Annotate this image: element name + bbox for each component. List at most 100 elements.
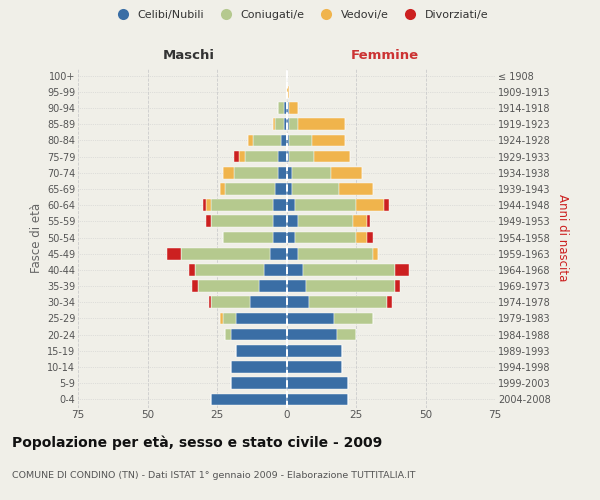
Bar [367, 232, 373, 243]
Bar [220, 312, 223, 324]
Bar [211, 200, 272, 211]
Bar [295, 200, 356, 211]
Bar [284, 118, 287, 130]
Bar [287, 378, 347, 389]
Bar [303, 264, 395, 276]
Text: Maschi: Maschi [163, 50, 215, 62]
Bar [287, 345, 342, 356]
Bar [298, 216, 353, 227]
Bar [275, 118, 284, 130]
Legend: Celibi/Nubili, Coniugati/e, Vedovi/e, Divorziati/e: Celibi/Nubili, Coniugati/e, Vedovi/e, Di… [107, 6, 493, 25]
Bar [259, 280, 287, 292]
Bar [226, 183, 275, 195]
Bar [211, 296, 250, 308]
Bar [250, 296, 287, 308]
Bar [289, 150, 314, 162]
Bar [231, 361, 287, 373]
Bar [287, 118, 289, 130]
Bar [284, 102, 287, 114]
Bar [356, 232, 367, 243]
Bar [395, 264, 409, 276]
Bar [278, 167, 287, 178]
Bar [195, 264, 264, 276]
Bar [272, 200, 287, 211]
Bar [270, 248, 287, 260]
Bar [287, 200, 295, 211]
Bar [236, 312, 287, 324]
Bar [197, 280, 259, 292]
Bar [220, 183, 226, 195]
Bar [287, 102, 289, 114]
Bar [289, 118, 298, 130]
Bar [337, 329, 356, 340]
Bar [189, 264, 195, 276]
Bar [248, 134, 253, 146]
Bar [253, 134, 281, 146]
Bar [192, 280, 197, 292]
Bar [287, 150, 289, 162]
Bar [231, 329, 287, 340]
Bar [395, 280, 400, 292]
Bar [287, 280, 306, 292]
Bar [272, 118, 275, 130]
Bar [287, 216, 298, 227]
Bar [353, 216, 367, 227]
Bar [289, 102, 298, 114]
Bar [287, 183, 292, 195]
Y-axis label: Anni di nascita: Anni di nascita [556, 194, 569, 281]
Text: Popolazione per età, sesso e stato civile - 2009: Popolazione per età, sesso e stato civil… [12, 436, 382, 450]
Bar [245, 150, 278, 162]
Bar [298, 118, 345, 130]
Bar [181, 248, 270, 260]
Bar [289, 134, 311, 146]
Bar [367, 216, 370, 227]
Bar [314, 150, 350, 162]
Bar [311, 134, 345, 146]
Bar [272, 232, 287, 243]
Bar [226, 329, 231, 340]
Bar [223, 167, 233, 178]
Bar [275, 183, 287, 195]
Bar [292, 183, 340, 195]
Text: Femmine: Femmine [350, 50, 419, 62]
Bar [356, 200, 384, 211]
Bar [281, 134, 287, 146]
Bar [287, 86, 289, 98]
Bar [239, 150, 245, 162]
Bar [236, 345, 287, 356]
Bar [211, 216, 272, 227]
Bar [203, 200, 206, 211]
Bar [384, 200, 389, 211]
Bar [167, 248, 181, 260]
Bar [206, 216, 211, 227]
Bar [278, 102, 284, 114]
Bar [331, 167, 362, 178]
Bar [287, 361, 342, 373]
Y-axis label: Fasce di età: Fasce di età [29, 202, 43, 272]
Bar [287, 312, 334, 324]
Bar [278, 150, 287, 162]
Bar [287, 134, 289, 146]
Bar [209, 296, 211, 308]
Bar [231, 378, 287, 389]
Bar [298, 248, 373, 260]
Bar [334, 312, 373, 324]
Text: COMUNE DI CONDINO (TN) - Dati ISTAT 1° gennaio 2009 - Elaborazione TUTTITALIA.IT: COMUNE DI CONDINO (TN) - Dati ISTAT 1° g… [12, 470, 415, 480]
Bar [306, 280, 395, 292]
Bar [272, 216, 287, 227]
Bar [287, 232, 295, 243]
Bar [223, 232, 272, 243]
Bar [287, 394, 347, 405]
Bar [233, 150, 239, 162]
Bar [295, 232, 356, 243]
Bar [287, 329, 337, 340]
Bar [211, 394, 287, 405]
Bar [233, 167, 278, 178]
Bar [292, 167, 331, 178]
Bar [287, 248, 298, 260]
Bar [309, 296, 386, 308]
Bar [223, 312, 236, 324]
Bar [287, 167, 292, 178]
Bar [373, 248, 378, 260]
Bar [386, 296, 392, 308]
